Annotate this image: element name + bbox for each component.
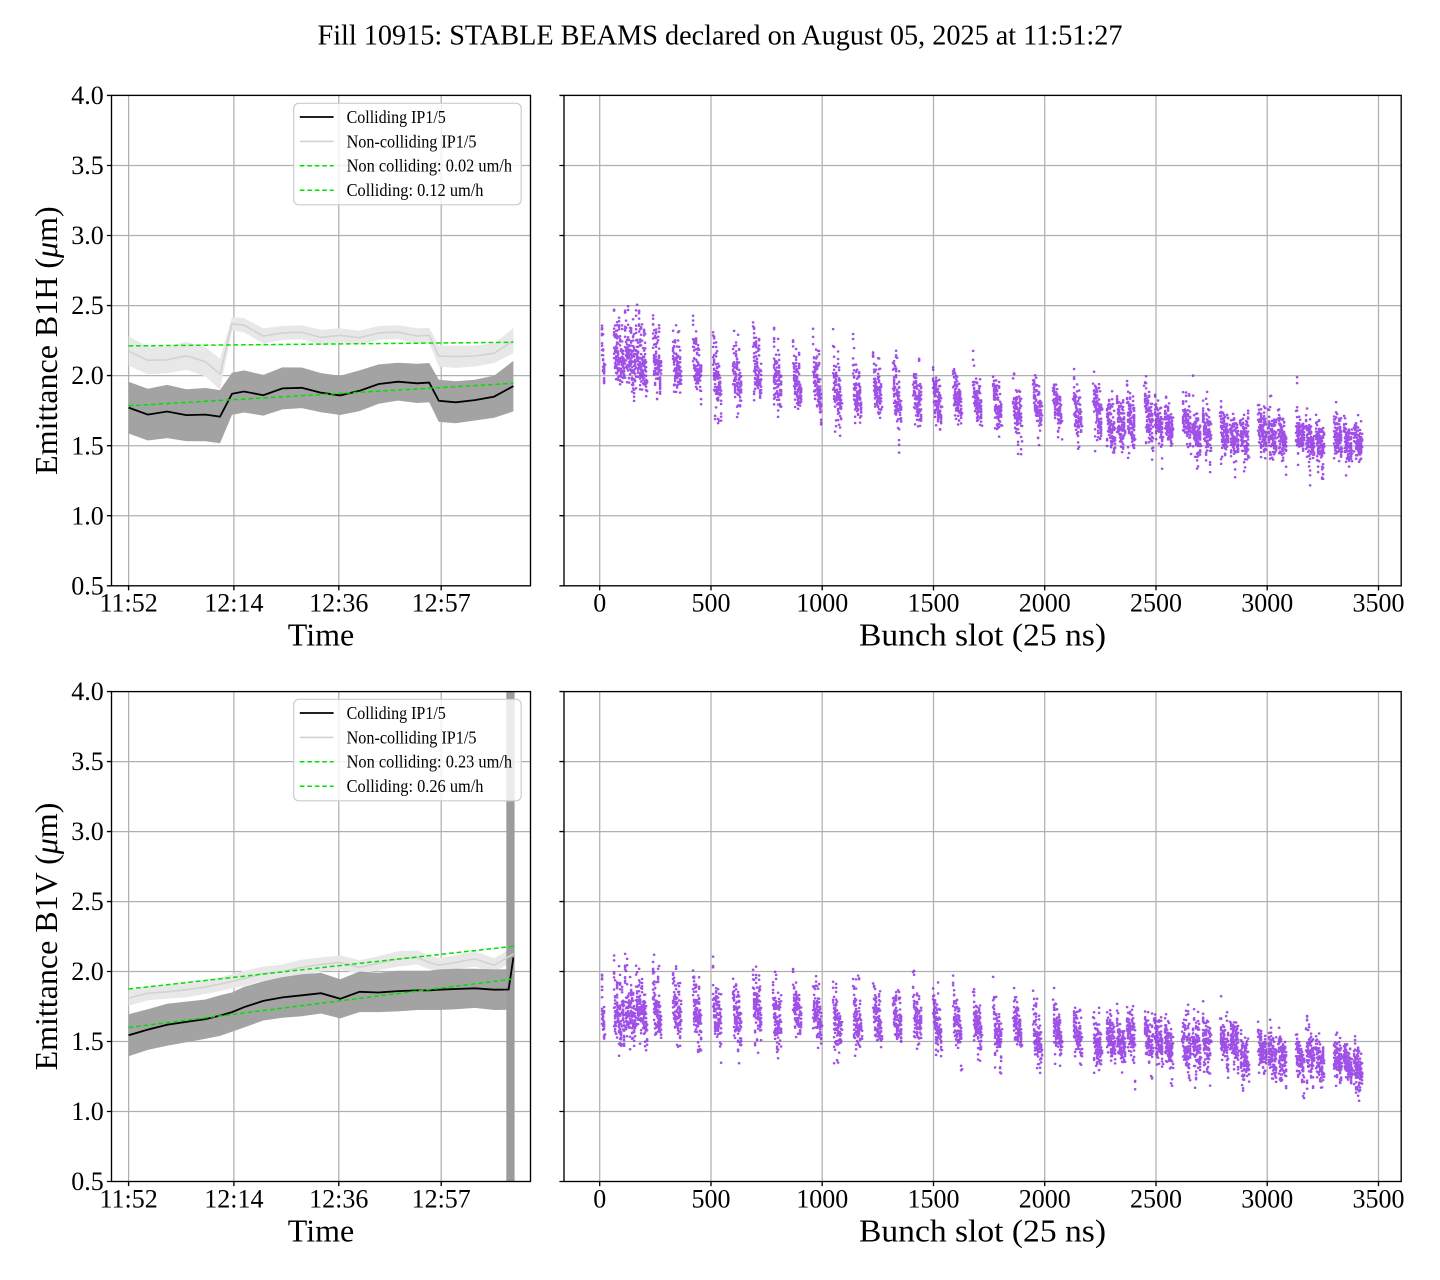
svg-text:Bunch slot (25 ns): Bunch slot (25 ns) (859, 1212, 1106, 1248)
svg-text:12:57: 12:57 (412, 589, 471, 618)
svg-text:0: 0 (593, 1184, 606, 1213)
svg-text:2500: 2500 (1130, 1184, 1182, 1213)
svg-text:2000: 2000 (1019, 589, 1071, 618)
svg-text:Colliding IP1/5: Colliding IP1/5 (347, 703, 446, 723)
svg-text:1000: 1000 (796, 1184, 848, 1213)
svg-text:Non-colliding IP1/5: Non-colliding IP1/5 (347, 727, 477, 747)
svg-text:2.0: 2.0 (71, 361, 104, 390)
svg-text:3500: 3500 (1353, 1184, 1405, 1213)
svg-text:3.5: 3.5 (71, 151, 104, 180)
svg-text:12:36: 12:36 (309, 1184, 368, 1213)
svg-text:Bunch slot (25 ns): Bunch slot (25 ns) (859, 617, 1106, 653)
svg-text:12:14: 12:14 (204, 589, 263, 618)
svg-text:Time: Time (288, 1212, 354, 1248)
svg-text:500: 500 (692, 1184, 731, 1213)
svg-text:1.5: 1.5 (71, 431, 104, 460)
svg-text:1.0: 1.0 (71, 501, 104, 530)
svg-text:4.0: 4.0 (71, 81, 104, 110)
svg-text:3.5: 3.5 (71, 747, 104, 776)
svg-text:2.0: 2.0 (71, 957, 104, 986)
svg-text:1.5: 1.5 (71, 1027, 104, 1056)
svg-text:11:52: 11:52 (99, 589, 157, 618)
svg-text:3.0: 3.0 (71, 817, 104, 846)
svg-text:1.0: 1.0 (71, 1097, 104, 1126)
svg-text:1000: 1000 (796, 589, 848, 618)
svg-text:Colliding IP1/5: Colliding IP1/5 (347, 107, 446, 127)
svg-text:Emittance B1V (μm): Emittance B1V (μm) (28, 803, 64, 1071)
svg-text:Colliding: 0.12 um/h: Colliding: 0.12 um/h (347, 180, 484, 200)
svg-text:12:57: 12:57 (412, 1184, 471, 1213)
svg-text:Fill 10915: STABLE BEAMS decla: Fill 10915: STABLE BEAMS declared on Aug… (318, 20, 1123, 51)
svg-text:3000: 3000 (1241, 1184, 1293, 1213)
svg-text:0: 0 (593, 589, 606, 618)
svg-text:2.5: 2.5 (71, 887, 104, 916)
svg-text:Non colliding: 0.23 um/h: Non colliding: 0.23 um/h (347, 752, 513, 772)
svg-text:Colliding: 0.26 um/h: Colliding: 0.26 um/h (347, 776, 484, 796)
svg-text:2500: 2500 (1130, 589, 1182, 618)
svg-text:12:36: 12:36 (309, 589, 368, 618)
svg-text:Time: Time (288, 617, 354, 653)
svg-text:3500: 3500 (1353, 589, 1405, 618)
svg-text:3000: 3000 (1241, 589, 1293, 618)
svg-text:12:14: 12:14 (204, 1184, 263, 1213)
svg-text:0.5: 0.5 (71, 1167, 104, 1196)
svg-text:Non-colliding IP1/5: Non-colliding IP1/5 (347, 131, 477, 151)
svg-text:Non colliding: 0.02 um/h: Non colliding: 0.02 um/h (347, 156, 513, 176)
svg-text:11:52: 11:52 (99, 1184, 157, 1213)
svg-text:2.5: 2.5 (71, 291, 104, 320)
svg-text:4.0: 4.0 (71, 677, 104, 706)
svg-text:1500: 1500 (908, 1184, 960, 1213)
svg-text:1500: 1500 (908, 589, 960, 618)
svg-text:500: 500 (692, 589, 731, 618)
svg-text:3.0: 3.0 (71, 221, 104, 250)
svg-text:0.5: 0.5 (71, 571, 104, 600)
svg-text:2000: 2000 (1019, 1184, 1071, 1213)
svg-text:Emittance B1H (μm): Emittance B1H (μm) (28, 206, 64, 474)
